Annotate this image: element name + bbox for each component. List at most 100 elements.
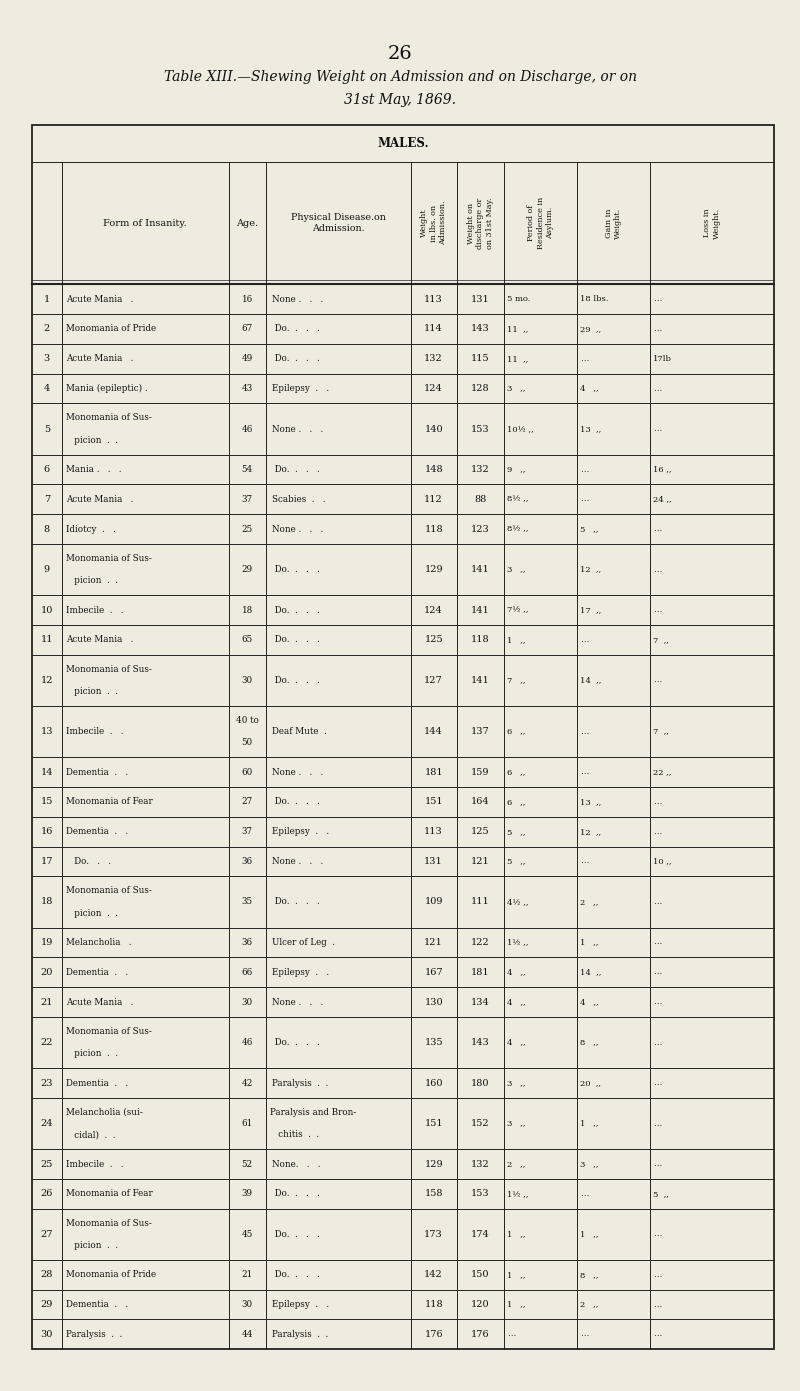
Text: 4   ,,: 4 ,, [507,968,526,976]
Text: 6   ,,: 6 ,, [507,798,526,805]
Text: chitis  .  .: chitis . . [270,1131,319,1139]
Text: Do.  .   .   .: Do. . . . [272,1038,319,1047]
Text: Form of Insanity.: Form of Insanity. [103,218,187,228]
Text: Monomania of Sus-: Monomania of Sus- [66,554,152,563]
Text: None .   .   .: None . . . [272,857,323,867]
Text: …: … [507,1330,515,1338]
Text: …: … [653,1120,661,1128]
Text: 111: 111 [471,897,490,907]
Text: 30: 30 [242,676,253,684]
Text: cidal)  .  .: cidal) . . [66,1131,116,1139]
Text: Period of
Residence in
Asylum.: Period of Residence in Asylum. [527,198,554,249]
Text: 141: 141 [471,605,490,615]
Text: 27: 27 [242,797,253,807]
Text: 174: 174 [471,1230,490,1239]
Text: 129: 129 [424,565,443,574]
Text: Table XIII.—Shewing Weight on Admission and on Discharge, or on: Table XIII.—Shewing Weight on Admission … [163,70,637,83]
Text: 29  ,,: 29 ,, [580,325,601,332]
Text: 1   ,,: 1 ,, [507,636,526,644]
Text: …: … [653,384,661,392]
Text: 3   ,,: 3 ,, [507,1079,526,1086]
Text: 88: 88 [474,495,486,504]
Text: 143: 143 [471,324,490,334]
Text: 10½ ,,: 10½ ,, [507,426,534,433]
Text: 28: 28 [41,1270,53,1280]
Text: 4: 4 [44,384,50,394]
Text: 40 to: 40 to [236,716,258,725]
Text: 4   ,,: 4 ,, [507,997,526,1006]
Text: picion  .  .: picion . . [66,1241,118,1251]
Text: …: … [580,857,588,865]
Text: …: … [580,495,588,504]
Text: 118: 118 [424,1301,443,1309]
Text: 142: 142 [424,1270,443,1280]
Text: None.   .   .: None. . . [272,1160,320,1168]
Text: 121: 121 [471,857,490,867]
Text: None .   .   .: None . . . [272,524,323,534]
Text: 29: 29 [242,565,253,574]
Text: 5  ,,: 5 ,, [653,1189,669,1198]
Text: Do.  .   .   .: Do. . . . [272,565,319,574]
Text: 2   ,,: 2 ,, [507,1160,526,1168]
Text: 7½ ,,: 7½ ,, [507,606,529,613]
Text: 1   ,,: 1 ,, [580,939,598,946]
Text: 36: 36 [242,938,253,947]
Text: Dementia  .   .: Dementia . . [66,768,128,776]
Text: 61: 61 [242,1118,253,1128]
Text: 3: 3 [44,355,50,363]
Text: 50: 50 [242,739,253,747]
Text: 44: 44 [242,1330,253,1340]
Text: 8   ,,: 8 ,, [580,1039,598,1046]
Text: Do.  .   .   .: Do. . . . [272,797,319,807]
Text: 14  ,,: 14 ,, [580,968,602,976]
Text: 1½ ,,: 1½ ,, [507,939,529,946]
Text: Epilepsy  .   .: Epilepsy . . [272,384,329,394]
Text: 5   ,,: 5 ,, [580,526,598,533]
Text: Do.  .   .   .: Do. . . . [272,465,319,474]
Text: Dementia  .   .: Dementia . . [66,1301,128,1309]
Text: 10: 10 [41,605,53,615]
Text: 16: 16 [41,828,53,836]
Text: 24 ,,: 24 ,, [653,495,671,504]
Text: 129: 129 [424,1160,443,1168]
Text: Monomania of Sus-: Monomania of Sus- [66,413,152,423]
Text: 118: 118 [424,524,443,534]
Text: 3   ,,: 3 ,, [507,566,526,573]
Text: 52: 52 [242,1160,253,1168]
Text: 22: 22 [41,1038,53,1047]
Text: 115: 115 [471,355,490,363]
Text: 4   ,,: 4 ,, [580,384,598,392]
Text: Imbecile  .   .: Imbecile . . [66,1160,124,1168]
Text: …: … [580,466,588,473]
Text: 122: 122 [471,938,490,947]
Text: 123: 123 [471,524,490,534]
Text: …: … [653,997,661,1006]
Text: 12  ,,: 12 ,, [580,828,601,836]
Text: 125: 125 [424,636,443,644]
Text: Deaf Mute  .: Deaf Mute . [272,727,326,736]
Text: Melancholia   .: Melancholia . [66,938,132,947]
Text: 35: 35 [242,897,253,907]
Text: 164: 164 [471,797,490,807]
Text: MALES.: MALES. [378,138,429,150]
Text: 30: 30 [41,1330,53,1340]
Text: 11  ,,: 11 ,, [507,325,528,332]
Text: 19: 19 [41,938,53,947]
Text: 140: 140 [424,424,443,434]
Text: Do.  .   .   .: Do. . . . [272,636,319,644]
Text: 141: 141 [471,676,490,684]
Text: 18: 18 [41,897,53,907]
Text: …: … [580,636,588,644]
Text: 3   ,,: 3 ,, [580,1160,598,1168]
Text: Ulcer of Leg  .: Ulcer of Leg . [272,938,334,947]
Text: 109: 109 [424,897,443,907]
Text: 1   ,,: 1 ,, [507,1230,526,1238]
Text: Paralysis  .  .: Paralysis . . [66,1330,122,1340]
Text: Scabies  .   .: Scabies . . [272,495,326,504]
Text: 13  ,,: 13 ,, [580,426,601,433]
Text: Epilepsy  .   .: Epilepsy . . [272,1301,329,1309]
Text: 3   ,,: 3 ,, [507,1120,526,1128]
Text: 151: 151 [424,797,443,807]
Text: Loss in
Weight.: Loss in Weight. [703,207,721,239]
Text: 26: 26 [41,1189,53,1198]
